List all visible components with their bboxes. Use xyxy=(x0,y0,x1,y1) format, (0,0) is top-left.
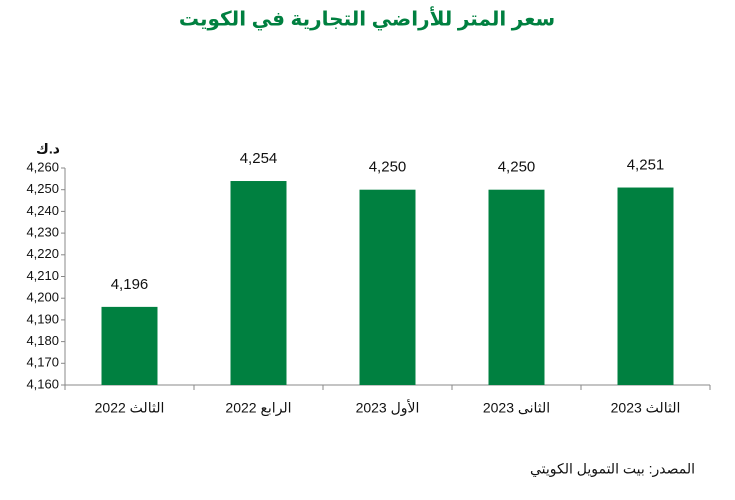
y-tick-label: 4,250 xyxy=(26,181,59,196)
x-tick-label: الأول 2023 xyxy=(356,399,420,417)
y-axis-unit: د.ك xyxy=(36,141,60,157)
x-tick-label: الرابع 2022 xyxy=(225,400,291,417)
y-tick-label: 4,170 xyxy=(26,355,59,370)
y-tick-label: 4,180 xyxy=(26,333,59,348)
bar xyxy=(230,181,287,385)
x-tick-label: الثانى 2023 xyxy=(483,400,550,416)
y-tick-label: 4,200 xyxy=(26,290,59,305)
y-tick-label: 4,190 xyxy=(26,311,59,326)
data-label: 4,250 xyxy=(369,159,407,176)
data-label: 4,250 xyxy=(498,159,536,176)
data-label: 4,251 xyxy=(627,156,665,173)
y-tick-label: 4,230 xyxy=(26,225,59,240)
y-tick-label: 4,160 xyxy=(26,376,59,391)
y-tick-label: 4,240 xyxy=(26,203,59,218)
data-label: 4,254 xyxy=(240,150,278,167)
bar xyxy=(101,306,158,385)
y-tick-label: 4,210 xyxy=(26,268,59,283)
bar xyxy=(359,189,416,385)
x-tick-label: الثالث 2022 xyxy=(95,400,165,416)
source-note: المصدر: بيت التمويل الكويتي xyxy=(530,461,695,478)
chart-title: سعر المتر للأراضي التجارية في الكويت xyxy=(179,5,555,31)
y-tick-label: 4,260 xyxy=(26,159,59,174)
y-tick-label: 4,220 xyxy=(26,246,59,261)
bar xyxy=(488,189,545,385)
bar xyxy=(617,187,674,385)
x-tick-label: الثالث 2023 xyxy=(611,400,681,416)
data-label: 4,196 xyxy=(111,276,149,293)
